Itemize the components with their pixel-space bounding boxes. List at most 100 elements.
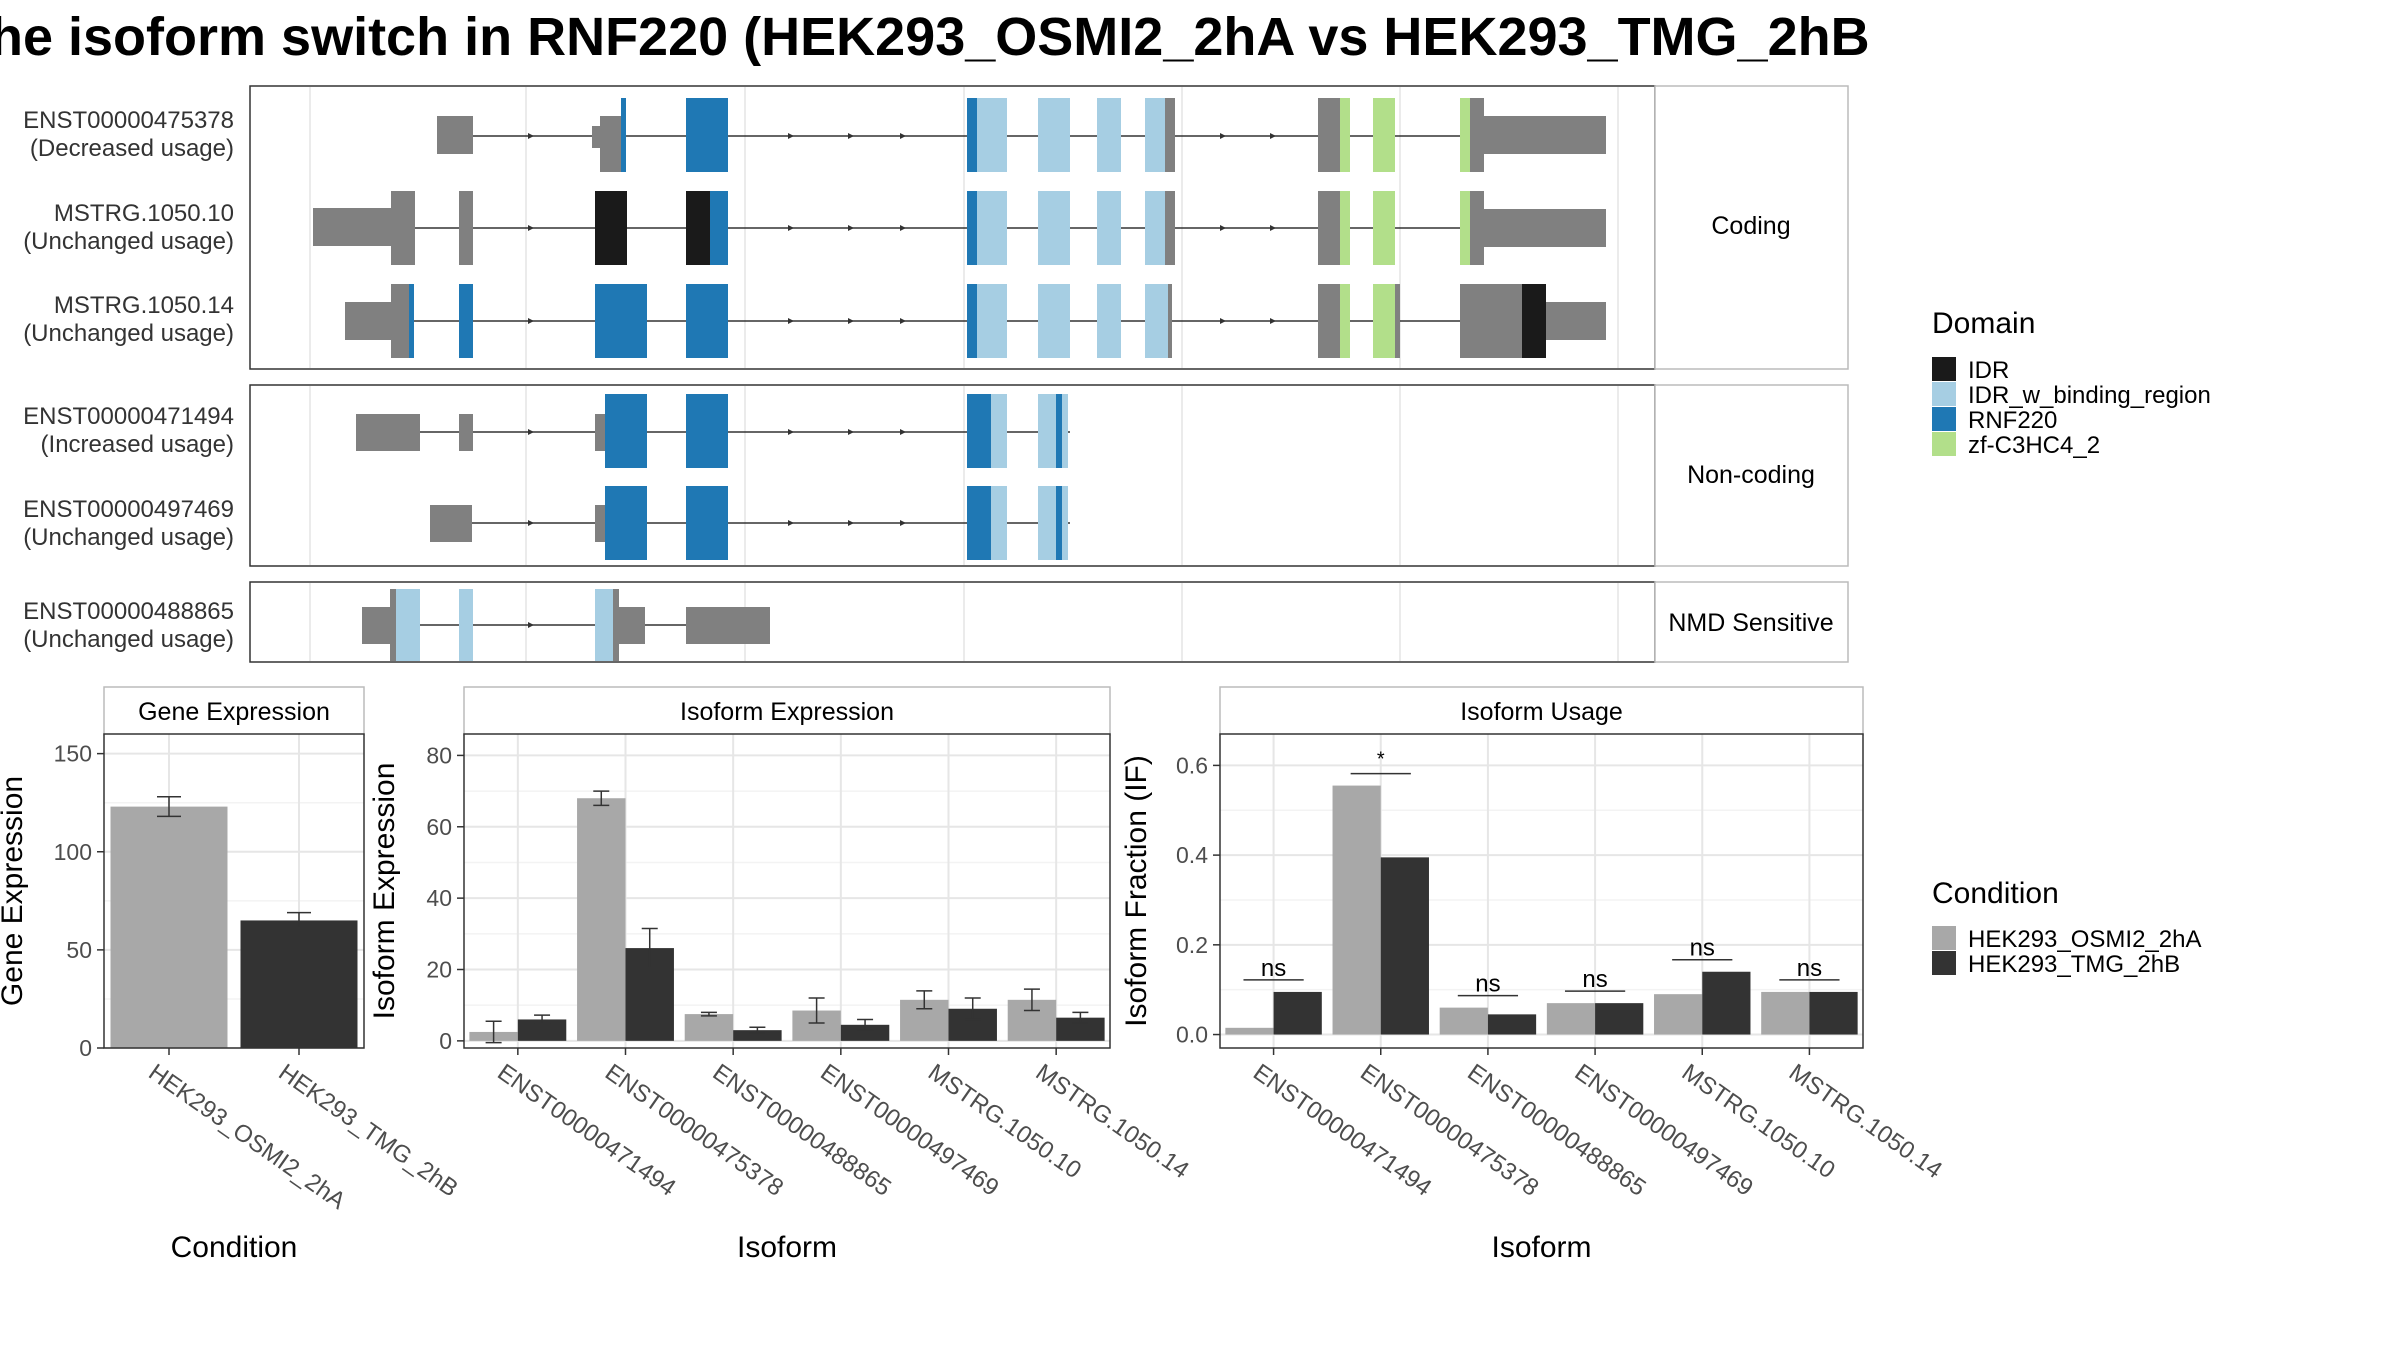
bar <box>1056 1017 1105 1041</box>
bar <box>1761 991 1810 1035</box>
isoform-track-5 <box>430 486 1070 560</box>
bar <box>1809 991 1858 1035</box>
isoform-label-2: MSTRG.1050.10 <box>54 200 234 227</box>
isoform-usage-6: (Unchanged usage) <box>23 626 234 653</box>
significance-label: ns <box>1475 971 1500 998</box>
isoform-track-4 <box>356 394 1070 468</box>
strip-coding <box>1654 85 1849 370</box>
panel-nmd <box>249 581 1656 663</box>
legend-condition: Condition HEK293_OSMI2_2hA HEK293_TMG_2h… <box>1932 877 2201 978</box>
significance-label: ns <box>1797 955 1822 982</box>
panel-title: Gene Expression <box>138 698 330 726</box>
bar <box>240 920 358 1048</box>
legend-swatch-cond2 <box>1932 951 1956 975</box>
y-tick-label: 0.0 <box>1176 1022 1208 1048</box>
y-tick-label: 0 <box>79 1035 92 1061</box>
bar <box>1380 857 1429 1035</box>
significance-label: ns <box>1261 955 1286 982</box>
significance-label: ns <box>1690 935 1715 962</box>
legend-label-cond2: HEK293_TMG_2hB <box>1968 951 2180 978</box>
y-tick-label: 80 <box>426 742 452 768</box>
bar <box>577 798 626 1041</box>
legend-swatch-rnf220 <box>1932 407 1956 431</box>
x-tick-label: ENST00000497469 <box>815 1059 1003 1202</box>
plot-border <box>1219 733 1864 1049</box>
x-tick-label: ENST00000471494 <box>492 1059 680 1202</box>
panel-noncoding <box>249 384 1656 567</box>
isoform-structure-panel: Coding Non-coding NMD Sensitive ENST0000… <box>23 85 1849 663</box>
x-axis-label: Isoform <box>737 1231 837 1264</box>
legend-label-idr: IDR <box>1968 357 2009 384</box>
bar <box>110 806 228 1048</box>
y-tick-label: 20 <box>426 957 452 983</box>
significance-label: ns <box>1582 966 1607 993</box>
legend-label-rnf220: RNF220 <box>1968 407 2057 434</box>
isoform-track-2 <box>313 191 1606 265</box>
y-tick-label: 40 <box>426 885 452 911</box>
isoform-usage-3: (Unchanged usage) <box>23 320 234 347</box>
panel-strip <box>1219 686 1864 736</box>
group-label-nmd: NMD Sensitive <box>1668 609 1833 637</box>
y-tick-label: 0.2 <box>1176 932 1208 958</box>
panel-strip <box>463 686 1111 736</box>
isoform-label-3: MSTRG.1050.14 <box>54 292 234 319</box>
significance-label: * <box>1377 749 1385 771</box>
x-axis-label: Isoform <box>1491 1231 1591 1264</box>
x-tick-label: ENST00000475378 <box>600 1059 788 1202</box>
isoform-usage-2: (Unchanged usage) <box>23 228 234 255</box>
y-axis-label: Isoform Expression <box>368 763 401 1020</box>
bar <box>1546 1003 1596 1035</box>
bar <box>1273 991 1322 1035</box>
legend-label-zf: zf-C3HC4_2 <box>1968 432 2100 459</box>
y-tick-label: 0.6 <box>1176 752 1208 778</box>
x-tick-label: ENST00000488865 <box>1462 1059 1650 1202</box>
x-tick-label: ENST00000488865 <box>708 1059 896 1202</box>
y-axis-label: Gene Expression <box>0 776 29 1006</box>
isoform-label-6: ENST00000488865 <box>23 598 234 625</box>
y-tick-label: 100 <box>54 839 92 865</box>
chart-panel-3: Isoform Usage 0.0 0.2 0.4 0.6 ns ENST000004714… <box>1120 686 1947 1264</box>
legend-swatch-idr <box>1932 357 1956 381</box>
panel-title: Isoform Expression <box>680 698 894 726</box>
bar <box>1225 1027 1274 1035</box>
x-tick-label: ENST00000475378 <box>1355 1059 1543 1202</box>
y-axis-label: Isoform Fraction (IF) <box>1120 755 1153 1027</box>
plot-area <box>464 734 1110 1048</box>
bar <box>1332 785 1381 1035</box>
bar <box>1487 1014 1537 1035</box>
legend-swatch-zf <box>1932 432 1956 456</box>
bar <box>733 1030 782 1041</box>
bar <box>517 1019 567 1041</box>
x-tick-label: ENST00000471494 <box>1248 1059 1436 1202</box>
y-tick-label: 50 <box>66 937 92 963</box>
legend-label-idr-binding: IDR_w_binding_region <box>1968 382 2211 409</box>
strip-noncoding <box>1654 384 1849 567</box>
bar <box>1595 1003 1644 1035</box>
group-label-noncoding: Non-coding <box>1687 461 1815 489</box>
y-tick-label: 0 <box>439 1028 452 1054</box>
chart-panel-2: Isoform Expression 0 20 40 60 80 ENST000004714… <box>368 686 1194 1264</box>
x-axis-label: Condition <box>171 1231 298 1264</box>
x-tick-label: ENST00000497469 <box>1570 1059 1758 1202</box>
plot-area <box>1220 734 1863 1048</box>
legend-condition-title: Condition <box>1932 877 2059 910</box>
legend-label-cond1: HEK293_OSMI2_2hA <box>1968 926 2201 953</box>
group-label-coding: Coding <box>1711 212 1790 240</box>
plot-border <box>103 733 365 1049</box>
legend-swatch-cond1 <box>1932 926 1956 950</box>
isoform-label-1: ENST00000475378 <box>23 107 234 134</box>
isoform-usage-4: (Increased usage) <box>41 431 234 458</box>
isoform-labels: ENST00000475378 (Decreased usage) MSTRG.… <box>23 107 234 653</box>
isoform-label-4: ENST00000471494 <box>23 403 234 430</box>
strip-nmd <box>1654 581 1849 663</box>
y-tick-label: 60 <box>426 814 452 840</box>
bar <box>1654 994 1703 1035</box>
legend-domain-title: Domain <box>1932 307 2035 340</box>
panel-title: Isoform Usage <box>1460 698 1623 726</box>
isoform-usage-5: (Unchanged usage) <box>23 524 234 551</box>
bar <box>1702 971 1751 1035</box>
bar-charts: Gene Expression050100150HEK293_OSMI2_2hA… <box>0 686 1947 1264</box>
bar <box>840 1024 890 1041</box>
bar <box>1439 1007 1488 1035</box>
